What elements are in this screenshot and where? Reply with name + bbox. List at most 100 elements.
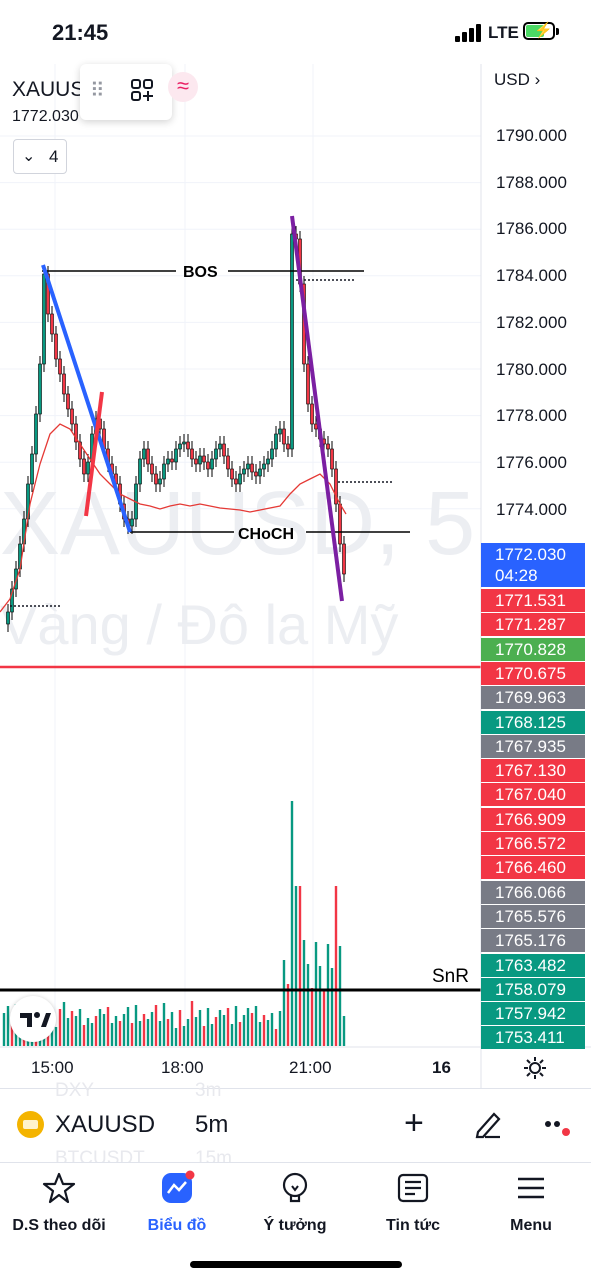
chart-area[interactable]: XAUUSD, 5 Vàng / Đô la Mỹ BOS CHoCH SnR bbox=[0, 64, 591, 1088]
current-price-tag: 1772.030 04:28 bbox=[481, 543, 585, 587]
tradingview-logo-icon[interactable] bbox=[10, 996, 56, 1042]
drawing-tools-icon[interactable] bbox=[472, 1108, 504, 1140]
candle bbox=[162, 463, 166, 480]
volume-bar bbox=[238, 1022, 242, 1046]
nav-news[interactable]: Tin tức bbox=[354, 1170, 472, 1235]
floating-toolbar[interactable]: ⠿ bbox=[80, 64, 172, 120]
volume-bar bbox=[270, 1013, 274, 1046]
price-tag: 1765.576 bbox=[481, 904, 585, 928]
candle bbox=[238, 473, 242, 485]
volume-bar bbox=[214, 1017, 218, 1046]
price-tag: 1758.079 bbox=[481, 977, 585, 1001]
candlestick-series bbox=[6, 226, 346, 632]
volume-bar bbox=[126, 1007, 130, 1046]
volume-bar bbox=[210, 1024, 214, 1046]
candle bbox=[210, 458, 214, 470]
bottom-nav bbox=[0, 1162, 591, 1280]
bos-label: BOS bbox=[183, 264, 218, 281]
star-icon bbox=[42, 1172, 76, 1204]
volume-bar bbox=[230, 1024, 234, 1046]
indicator-collapse-button[interactable]: ⌄ 4 bbox=[13, 139, 67, 174]
nav-watchlist[interactable]: D.S theo dõi bbox=[0, 1170, 118, 1235]
symbol-search-button[interactable]: XAUUSD bbox=[55, 1111, 156, 1138]
price-tag: 1768.125 bbox=[481, 710, 585, 734]
volume-bar bbox=[338, 946, 342, 1046]
snr-label: SnR bbox=[432, 966, 469, 987]
volume-bar bbox=[118, 1021, 122, 1046]
purple-trend-line bbox=[290, 215, 344, 602]
price-tag: 1770.675 bbox=[481, 661, 585, 685]
price-axis-label: 1790.000 bbox=[496, 126, 567, 145]
volume-bar bbox=[86, 1018, 90, 1046]
chart-canvas[interactable]: XAUUSD, 5 Vàng / Đô la Mỹ BOS CHoCH SnR bbox=[0, 64, 591, 1088]
candle bbox=[214, 448, 218, 460]
volume-bar bbox=[278, 1011, 282, 1046]
price-axis-label: 1774.000 bbox=[496, 499, 567, 519]
choch-label: CHoCH bbox=[238, 526, 294, 543]
candle bbox=[290, 233, 294, 450]
volume-bar bbox=[162, 1003, 166, 1046]
volume-bar bbox=[218, 1010, 222, 1046]
candle bbox=[178, 443, 182, 450]
volume-bar bbox=[302, 940, 306, 1046]
candle bbox=[58, 358, 62, 375]
candle bbox=[186, 441, 190, 450]
price-axis-label: 1780.000 bbox=[496, 359, 567, 379]
red-trend-line bbox=[84, 391, 104, 517]
battery-icon: ⚡ bbox=[523, 22, 559, 40]
volume-bar bbox=[198, 1010, 202, 1046]
chart-symbol-title[interactable]: XAUUSD bbox=[12, 78, 100, 101]
price-axis-label: 1778.000 bbox=[496, 406, 567, 426]
more-options-icon[interactable] bbox=[542, 1110, 574, 1140]
candle bbox=[138, 458, 142, 485]
currency-selector[interactable]: USD › bbox=[494, 70, 541, 89]
volume-bar bbox=[66, 1018, 70, 1046]
volume-bar bbox=[206, 1008, 210, 1046]
volume-bar bbox=[294, 886, 298, 1046]
candle bbox=[42, 273, 46, 365]
candle bbox=[266, 458, 270, 465]
candle bbox=[282, 428, 286, 445]
interval-button[interactable]: 5m bbox=[195, 1111, 229, 1138]
volume-bar bbox=[178, 1010, 182, 1046]
candle bbox=[230, 468, 234, 480]
price-axis-label: 1788.000 bbox=[496, 172, 567, 192]
price-tag: 1765.176 bbox=[481, 929, 585, 953]
candle bbox=[86, 461, 90, 475]
price-tag: 1766.066 bbox=[481, 880, 585, 904]
price-tag: 1766.460 bbox=[481, 856, 585, 880]
drag-handle-icon[interactable]: ⠿ bbox=[90, 80, 105, 102]
candle bbox=[70, 408, 74, 425]
wave-icon[interactable]: ≈ bbox=[168, 72, 198, 102]
volume-bar bbox=[130, 1023, 134, 1046]
menu-icon bbox=[518, 1177, 544, 1199]
ghost-symbol: DXY bbox=[55, 1080, 95, 1101]
volume-bar bbox=[318, 966, 322, 1046]
volume-bar bbox=[58, 1009, 62, 1046]
nav-ideas[interactable]: Ý tưởng bbox=[236, 1170, 354, 1235]
volume-bar bbox=[10, 1022, 14, 1046]
volume-bar bbox=[310, 988, 314, 1046]
gear-icon[interactable] bbox=[522, 1055, 548, 1081]
nav-menu[interactable]: Menu bbox=[472, 1170, 590, 1235]
add-indicator-icon[interactable] bbox=[130, 78, 156, 104]
candle bbox=[74, 423, 78, 443]
time-label: 18:00 bbox=[161, 1058, 204, 1077]
gold-symbol-icon bbox=[17, 1111, 44, 1138]
candle bbox=[174, 448, 178, 463]
price-tag: 1767.040 bbox=[481, 783, 585, 807]
signal-icon bbox=[455, 24, 483, 42]
volume-bar bbox=[306, 964, 310, 1046]
volume-bar bbox=[262, 1015, 266, 1046]
volume-bar bbox=[342, 1016, 346, 1046]
ghost-interval: 3m bbox=[195, 1080, 222, 1101]
indicator-count: 4 bbox=[49, 147, 59, 166]
candle bbox=[30, 453, 34, 485]
watermark-title: XAUUSD, 5 bbox=[0, 474, 475, 574]
chart-symbol-price: 1772.030 bbox=[12, 108, 79, 125]
add-symbol-button[interactable]: + bbox=[404, 1104, 424, 1142]
nav-chart[interactable]: Biểu đồ bbox=[118, 1170, 236, 1235]
price-tag: 1766.909 bbox=[481, 807, 585, 831]
candle bbox=[274, 433, 278, 450]
volume-bar bbox=[158, 1021, 162, 1046]
